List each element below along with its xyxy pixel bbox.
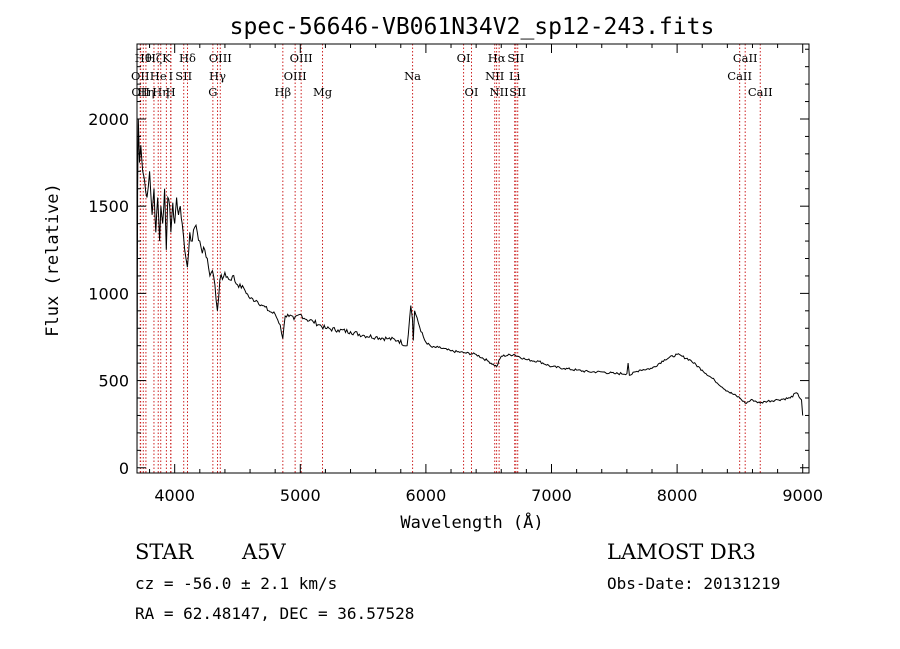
line-label-6716: SII	[507, 51, 524, 65]
line-label-6731: SII	[509, 85, 526, 99]
y-axis-label: Flux (relative)	[43, 183, 63, 337]
x-tick-label: 7000	[531, 486, 572, 505]
line-label-4072: SII	[175, 69, 192, 83]
x-tick-label: 4000	[154, 486, 195, 505]
line-label-5894: Na	[404, 69, 421, 83]
line-label-6707: Li	[509, 69, 521, 83]
line-label-3771: Hη	[137, 85, 154, 99]
observation-date: Obs-Date: 20131219	[607, 574, 781, 593]
x-axis: 4000 5000 6000 7000 8000 9000	[149, 44, 823, 505]
x-tick-label: 8000	[657, 486, 698, 505]
x-tick-label: 5000	[280, 486, 321, 505]
line-label-3889: Hη	[152, 85, 169, 99]
coordinates: RA = 62.48147, DEC = 36.57528	[135, 604, 415, 623]
x-tick-label: 6000	[406, 486, 447, 505]
x-tick-label: 9000	[782, 486, 823, 505]
line-label-3750: Hθ	[135, 51, 152, 65]
line-label-4304: G	[208, 85, 217, 99]
emission-line-markers	[139, 44, 761, 473]
line-label-3970: I	[169, 69, 174, 83]
y-tick-label: 0	[119, 459, 129, 478]
y-tick-label: 500	[98, 372, 129, 391]
chart-title: spec-56646-VB061N34V2_sp12-243.fits	[230, 14, 715, 40]
redshift-velocity: cz = -56.0 ± 2.1 km/s	[135, 574, 338, 593]
line-label-6563: Hα	[488, 51, 506, 65]
x-axis-label: Wavelength (Å)	[400, 511, 543, 533]
plot-frame	[136, 43, 810, 474]
y-tick-label: 1500	[88, 197, 129, 216]
line-label-8542: CaII	[733, 51, 758, 65]
y-tick-label: 2000	[88, 110, 129, 129]
line-label-5177: Mg	[313, 85, 333, 99]
object-class: STAR	[135, 540, 194, 564]
line-label-8498: CaII	[727, 69, 752, 83]
line-label-6363: OI	[465, 85, 479, 99]
line-label-3934: K	[162, 51, 171, 65]
line-label-6548: NII	[485, 69, 504, 83]
line-label-3835: Hζ	[146, 51, 162, 65]
line-label-4959: OIII	[284, 69, 307, 83]
line-label-3968: H	[166, 85, 176, 99]
survey-name: LAMOST DR3	[607, 540, 756, 564]
y-axis: 0 500 1000 1500 2000	[88, 48, 809, 478]
line-label-4102: Hδ	[179, 51, 196, 65]
spectrum-flux-line	[136, 118, 804, 460]
line-label-4861: Hβ	[274, 85, 291, 99]
y-tick-label: 1000	[88, 284, 129, 303]
line-label-3726: OII	[131, 69, 150, 83]
line-label-8662: CaII	[748, 85, 773, 99]
object-subclass: A5V	[242, 540, 286, 564]
line-label-6300: OI	[457, 51, 471, 65]
line-label-3869: He	[150, 69, 167, 83]
line-label-3729: OII	[131, 85, 150, 99]
line-label-6583: NII	[490, 85, 509, 99]
line-label-5007: OIII	[290, 51, 313, 65]
line-label-4341: Hγ	[209, 69, 226, 83]
line-label-4363: OIII	[209, 51, 232, 65]
